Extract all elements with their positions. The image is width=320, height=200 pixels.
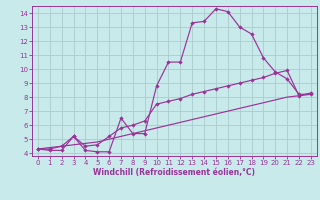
X-axis label: Windchill (Refroidissement éolien,°C): Windchill (Refroidissement éolien,°C) <box>93 168 255 177</box>
